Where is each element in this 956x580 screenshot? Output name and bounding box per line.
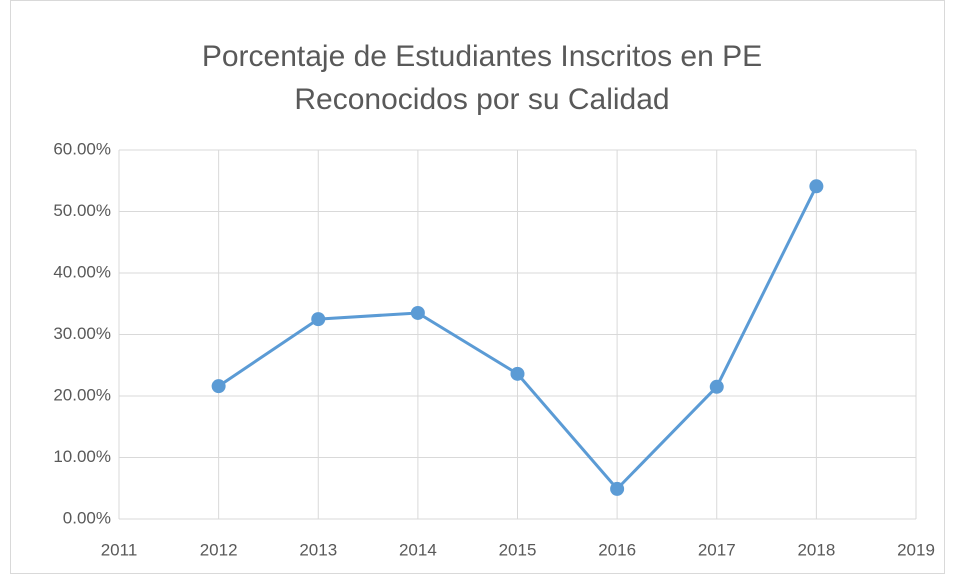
data-point — [709, 379, 724, 394]
y-tick-label: 30.00% — [53, 324, 111, 343]
x-tick-label: 2012 — [200, 540, 238, 559]
data-point — [610, 481, 625, 496]
x-tick-label: 2016 — [598, 540, 636, 559]
y-tick-label: 40.00% — [53, 262, 111, 281]
x-tick-label: 2011 — [101, 540, 138, 559]
x-tick-label: 2013 — [299, 540, 337, 559]
data-point — [809, 179, 824, 194]
y-tick-label: 60.00% — [53, 139, 111, 158]
y-tick-label: 10.00% — [53, 447, 111, 466]
data-point — [510, 366, 525, 381]
x-tick-label: 2019 — [897, 540, 935, 559]
x-tick-label: 2018 — [797, 540, 835, 559]
data-point — [211, 379, 226, 394]
x-tick-label: 2014 — [399, 540, 437, 559]
x-tick-label: 2015 — [499, 540, 537, 559]
data-point — [410, 305, 425, 320]
chart-title: Porcentaje de Estudiantes Inscritos en P… — [202, 40, 762, 73]
y-tick-label: 0.00% — [63, 508, 111, 527]
data-point — [311, 312, 326, 327]
y-tick-label: 50.00% — [53, 201, 111, 220]
x-tick-label: 2017 — [698, 540, 736, 559]
chart-title: Reconocidos por su Calidad — [294, 83, 669, 116]
chart-frame — [10, 0, 945, 574]
y-tick-label: 20.00% — [53, 385, 111, 404]
